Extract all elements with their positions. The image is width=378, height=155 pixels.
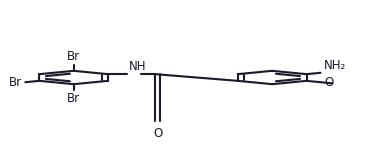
Text: O: O (324, 76, 333, 89)
Text: NH₂: NH₂ (324, 60, 347, 72)
Text: Br: Br (67, 92, 80, 105)
Text: O: O (153, 127, 162, 140)
Text: Br: Br (67, 50, 80, 63)
Text: Br: Br (9, 76, 22, 89)
Text: NH: NH (129, 60, 146, 73)
